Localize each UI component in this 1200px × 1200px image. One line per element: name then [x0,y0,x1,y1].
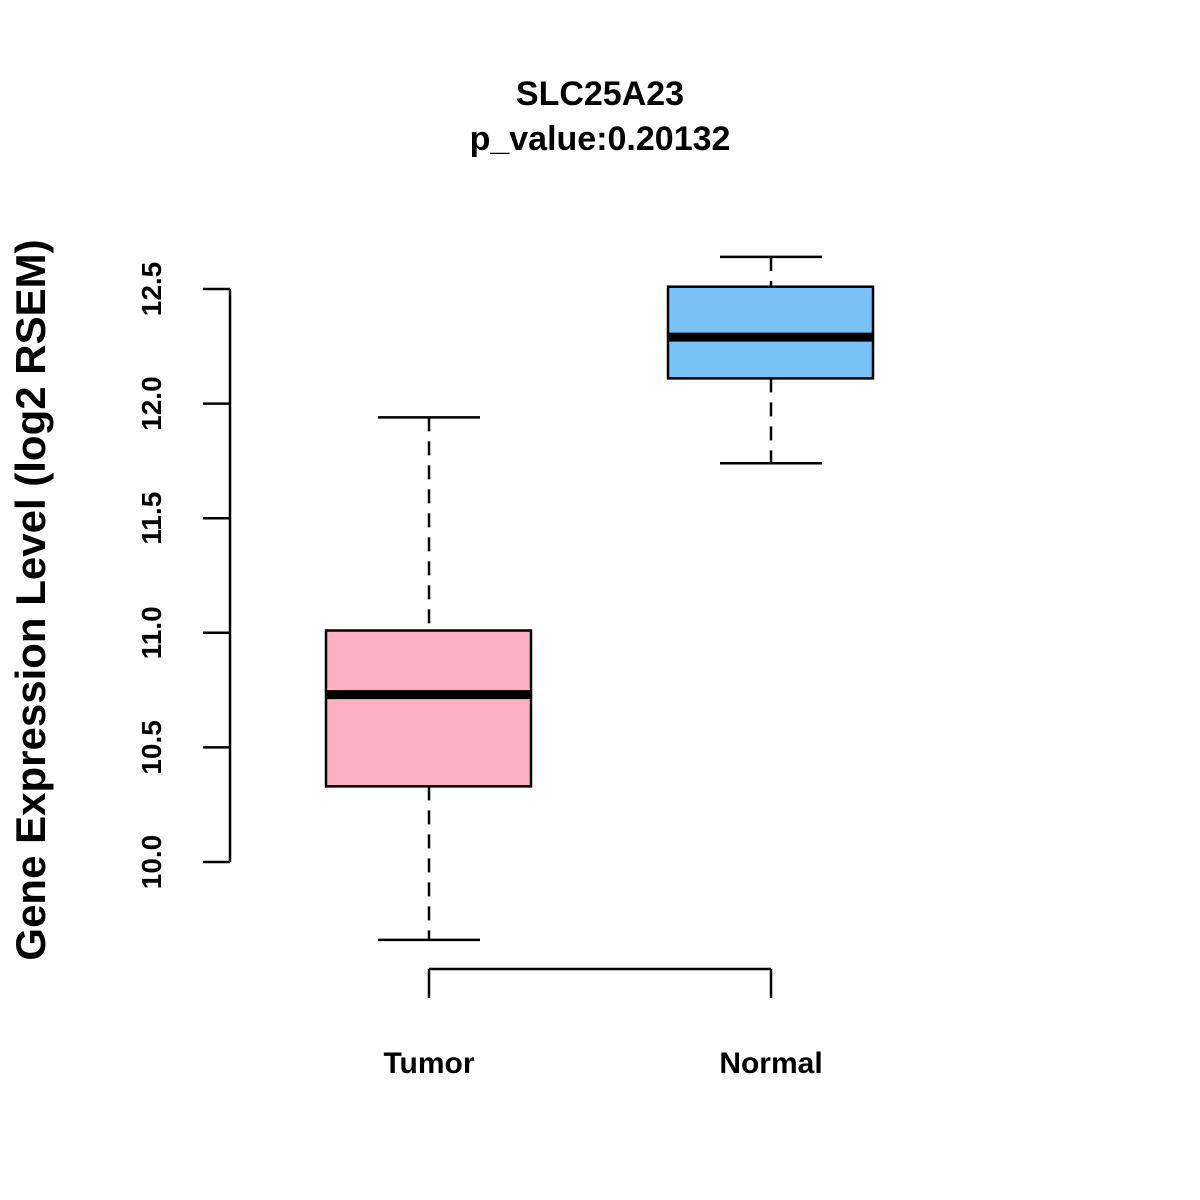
y-tick-label: 10.5 [136,720,167,775]
x-tick-label-normal: Normal [719,1047,822,1080]
y-tick-label: 12.0 [136,376,167,431]
iqr-box [324,629,533,788]
chart-subtitle: p_value:0.20132 [470,120,731,158]
chart-title: SLC25A23 [516,75,684,113]
y-tick-label: 11.0 [136,606,167,659]
box-tumor [324,416,533,942]
iqr-box [666,285,875,380]
y-tick-label: 11.5 [136,492,167,545]
y-axis: 10.0 10.5 11.0 11.5 12.0 12.5 [136,262,232,890]
y-tick-label: 12.5 [136,262,167,317]
box-normal [666,255,875,465]
x-tick-label-tumor: Tumor [383,1047,474,1080]
x-axis: Tumor Normal [383,967,823,1080]
boxes [324,255,875,942]
y-axis-label: Gene Expression Level (log2 RSEM) [7,239,54,960]
y-tick-label: 10.0 [136,835,167,890]
